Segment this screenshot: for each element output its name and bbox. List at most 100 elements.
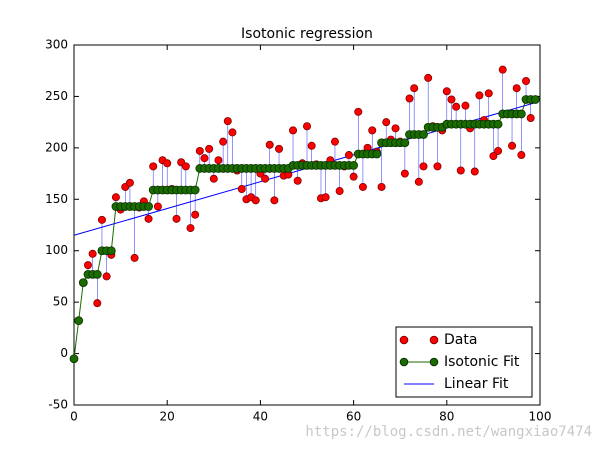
marker <box>83 261 92 270</box>
x-tick-label: 0 <box>70 410 78 424</box>
marker <box>368 126 377 135</box>
marker <box>93 299 102 308</box>
marker <box>377 182 386 191</box>
marker <box>261 174 270 183</box>
marker <box>493 119 503 129</box>
marker <box>349 160 359 170</box>
marker <box>223 117 232 126</box>
legend-label: Linear Fit <box>444 376 509 392</box>
marker <box>172 214 181 223</box>
marker <box>307 141 316 150</box>
y-tick-label: 0 <box>60 346 68 360</box>
marker <box>209 174 218 183</box>
chart-title: Isotonic regression <box>241 26 373 42</box>
marker <box>456 166 465 175</box>
marker <box>321 193 330 202</box>
marker <box>195 146 204 155</box>
marker <box>424 73 433 82</box>
marker <box>289 126 298 135</box>
y-tick-label: 50 <box>53 295 68 309</box>
marker <box>144 202 153 211</box>
marker <box>526 114 535 123</box>
x-tick-label: 80 <box>439 410 454 424</box>
marker <box>433 162 442 171</box>
marker <box>219 137 228 146</box>
marker <box>330 137 339 146</box>
legend-marker <box>399 335 409 345</box>
marker <box>144 214 153 223</box>
marker <box>74 316 84 326</box>
marker <box>452 102 461 111</box>
legend-marker <box>429 335 439 345</box>
marker <box>419 130 428 139</box>
marker <box>498 65 507 74</box>
marker <box>530 95 540 104</box>
marker <box>400 169 409 178</box>
marker <box>293 176 302 185</box>
marker <box>275 144 284 153</box>
marker <box>442 87 451 96</box>
y-tick-label: 300 <box>45 38 68 52</box>
marker <box>125 178 134 187</box>
marker <box>97 215 106 224</box>
marker <box>214 156 223 165</box>
plot-area <box>73 44 541 406</box>
marker <box>358 182 367 191</box>
marker <box>237 184 246 193</box>
marker <box>494 146 503 155</box>
legend-label: Data <box>444 332 477 348</box>
marker <box>335 187 344 196</box>
marker <box>410 84 419 93</box>
marker <box>516 109 526 119</box>
x-tick-label: 40 <box>253 410 268 424</box>
marker <box>190 185 200 195</box>
marker <box>461 101 470 110</box>
marker <box>391 124 400 133</box>
marker <box>251 196 260 205</box>
marker <box>484 89 493 98</box>
marker <box>475 91 484 100</box>
legend-label: Isotonic Fit <box>444 354 520 370</box>
marker <box>130 253 139 262</box>
marker <box>106 246 116 256</box>
marker <box>163 159 172 168</box>
marker <box>88 249 97 258</box>
marker <box>149 162 158 171</box>
marker <box>470 167 479 176</box>
marker <box>522 77 531 86</box>
marker <box>102 272 111 281</box>
legend-marker <box>429 357 439 367</box>
marker <box>186 224 195 233</box>
marker <box>92 269 102 279</box>
marker <box>508 141 517 150</box>
marker <box>344 151 353 160</box>
marker <box>349 172 358 181</box>
marker <box>69 354 79 364</box>
y-tick-label: -50 <box>48 398 68 412</box>
x-tick-label: 20 <box>160 410 175 424</box>
marker <box>372 149 382 159</box>
marker <box>382 118 391 127</box>
x-tick-label: 100 <box>529 410 552 424</box>
legend-marker <box>399 357 409 367</box>
marker <box>228 128 237 137</box>
watermark: https://blog.csdn.net/wangxiao7474 <box>305 424 592 440</box>
marker <box>111 193 120 202</box>
marker <box>302 122 311 131</box>
marker <box>270 196 279 205</box>
marker <box>419 162 428 171</box>
marker <box>191 210 200 219</box>
marker <box>181 162 190 171</box>
marker <box>205 144 214 153</box>
marker <box>447 95 456 104</box>
marker <box>200 154 209 163</box>
y-tick-label: 250 <box>45 89 68 103</box>
marker <box>78 278 88 288</box>
marker <box>354 107 363 116</box>
marker <box>512 84 521 93</box>
y-tick-label: 150 <box>45 192 68 206</box>
marker <box>489 152 498 161</box>
marker <box>517 151 526 160</box>
